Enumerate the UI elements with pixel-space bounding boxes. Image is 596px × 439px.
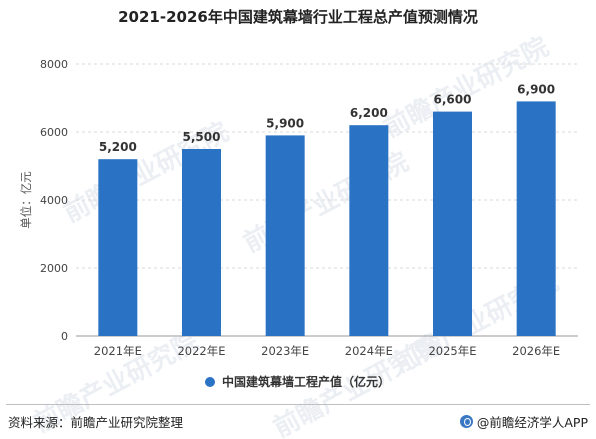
bar-value-label: 6,900 [517,82,555,96]
y-tick-label: 8000 [40,58,68,71]
legend: 中国建筑幕墙工程产值（亿元） [205,374,390,389]
x-tick-label: 2025年E [428,344,476,358]
bars-layer [98,101,556,337]
y-axis-label: 单位：亿元 [19,171,33,229]
x-tick-label: 2026年E [512,344,560,358]
bar-value-label: 5,500 [183,130,221,144]
y-tick-label: 0 [61,330,68,343]
bar [433,111,472,336]
bar-value-label: 6,200 [350,106,388,120]
bar-value-label: 5,900 [266,116,304,130]
x-tick-label: 2021年E [94,344,142,358]
x-tick-label: 2024年E [345,344,393,358]
bar [265,135,305,336]
footer-brand-text: @前瞻经济学人APP [476,415,588,430]
bar [349,125,389,336]
axis-layer: 0 2000 4000 6000 8000 单位：亿元 2021年E 2022年E 2023年E… [19,58,578,358]
bar-value-label: 6,600 [434,93,472,107]
brand-logo-icon [459,415,473,428]
bar [98,159,138,336]
x-tick-label: 2022年E [177,344,225,358]
x-tick-label: 2023年E [261,344,309,358]
footer-brand: @前瞻经济学人APP [459,412,588,431]
bar [182,149,221,336]
y-tick-label: 2000 [40,262,68,275]
value-labels-layer: 5,200 5,500 5,900 6,200 6,600 6,900 [99,82,555,154]
legend-marker [205,377,215,387]
legend-label: 中国建筑幕墙工程产值（亿元） [222,374,390,389]
bar [516,101,556,337]
chart-title: 2021-2026年中国建筑幕墙行业工程总产值预测情况 [118,8,478,26]
y-tick-label: 6000 [40,126,68,139]
footer-source: 资料来源：前瞻产业研究院整理 [8,415,184,430]
footer-divider [6,404,590,405]
bar-value-label: 5,200 [99,140,137,154]
y-tick-label: 4000 [40,194,68,207]
